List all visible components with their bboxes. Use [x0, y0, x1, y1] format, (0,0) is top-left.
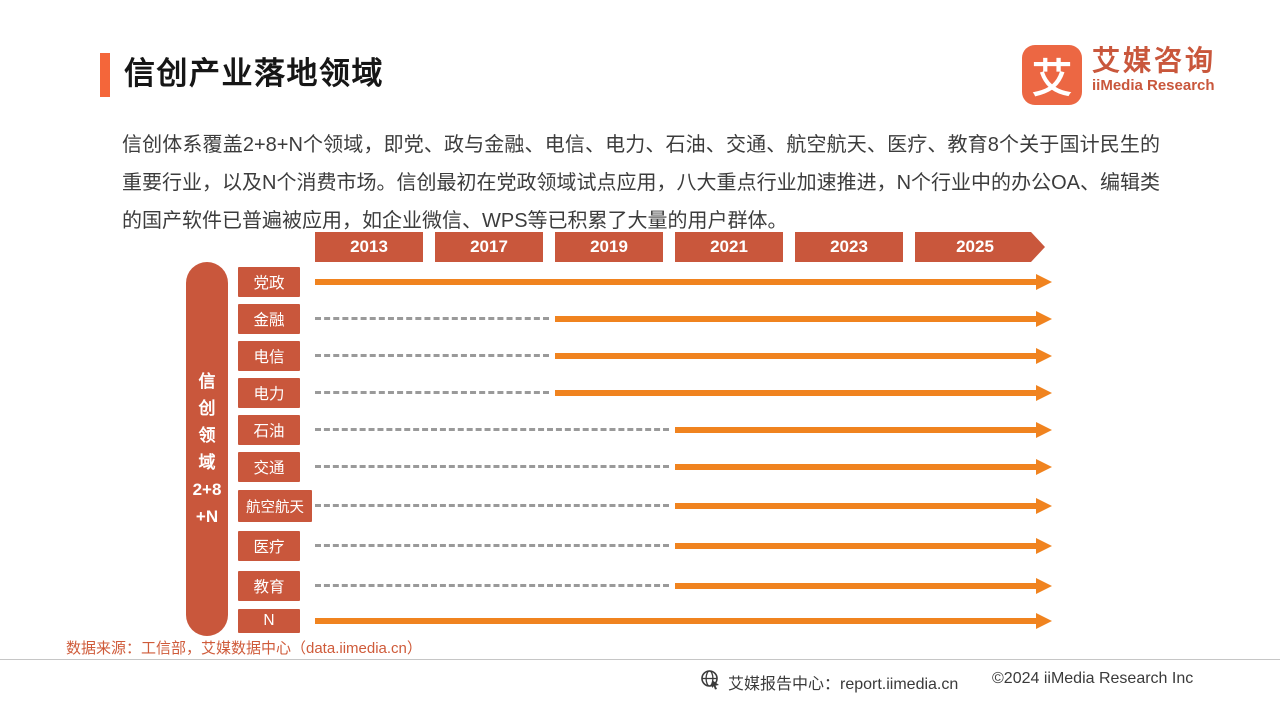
footer-divider [0, 659, 1280, 660]
adoption-arrow-bar [675, 583, 1036, 589]
pre-adoption-dashed-line [315, 584, 669, 587]
data-source-note: 数据来源：工信部，艾媒数据中心（data.iimedia.cn） [66, 640, 422, 657]
sector-label-8: 医疗 [238, 531, 300, 561]
timeline-year-2013: 2013 [315, 232, 423, 262]
sector-label-6: 交通 [238, 452, 300, 482]
arrow-head-icon [1036, 274, 1052, 290]
adoption-arrow-bar [675, 503, 1036, 509]
copyright-text: ©2024 iiMedia Research Inc [992, 670, 1194, 687]
pre-adoption-dashed-line [315, 428, 669, 431]
timeline-year-2017: 2017 [435, 232, 543, 262]
axis-pill: 信创领域 2+8 +N [186, 262, 228, 636]
arrow-head-icon [1036, 348, 1052, 364]
timeline-year-2019: 2019 [555, 232, 663, 262]
pre-adoption-dashed-line [315, 317, 549, 320]
adoption-arrow-bar [675, 464, 1036, 470]
page-title: 信创产业落地领域 [124, 56, 384, 91]
adoption-arrow-bar [675, 427, 1036, 433]
timeline-year-2021: 2021 [675, 232, 783, 262]
sector-label-9: 教育 [238, 571, 300, 601]
logo-name-cn: 艾媒咨询 [1092, 45, 1217, 76]
pre-adoption-dashed-line [315, 391, 549, 394]
sector-label-2: 金融 [238, 304, 300, 334]
adoption-arrow-bar [555, 353, 1036, 359]
axis-pill-line: 创 [198, 398, 216, 418]
axis-pill-line: 信 [198, 371, 216, 391]
logo-name-en: iiMedia Research [1092, 77, 1215, 94]
arrow-head-icon [1036, 385, 1052, 401]
sector-label-1: 党政 [238, 267, 300, 297]
pre-adoption-dashed-line [315, 354, 549, 357]
footer-bar: 艾媒报告中心：report.iimedia.cn ©2024 iiMedia R… [0, 666, 1280, 696]
sector-label-4: 电力 [238, 378, 300, 408]
report-center-link: 艾媒报告中心：report.iimedia.cn [728, 676, 959, 693]
arrow-head-icon [1036, 422, 1052, 438]
pre-adoption-dashed-line [315, 465, 669, 468]
iimedia-logo-icon: 艾 [1022, 45, 1082, 105]
arrow-head-icon [1036, 538, 1052, 554]
arrow-head-icon [1036, 613, 1052, 629]
sector-label-5: 石油 [238, 415, 300, 445]
arrow-head-icon [1036, 459, 1052, 475]
globe-cursor-icon [700, 669, 721, 695]
adoption-arrow-bar [675, 543, 1036, 549]
axis-pill-line: 领 [198, 425, 216, 445]
sector-label-10: N [238, 609, 300, 633]
title-accent-bar [100, 53, 110, 97]
timeline-year-2025: 2025 [915, 232, 1045, 262]
timeline-year-2023: 2023 [795, 232, 903, 262]
pre-adoption-dashed-line [315, 504, 669, 507]
pre-adoption-dashed-line [315, 544, 669, 547]
adoption-arrow-bar [555, 390, 1036, 396]
intro-paragraph: 信创体系覆盖2+8+N个领域，即党、政与金融、电信、电力、石油、交通、航空航天、… [122, 134, 1160, 232]
logo-text: 艾媒咨询 iiMedia Research [1092, 45, 1216, 95]
adoption-arrow-bar [555, 316, 1036, 322]
arrow-head-icon [1036, 311, 1052, 327]
adoption-arrow-bar [315, 279, 1036, 285]
adoption-arrow-bar [315, 618, 1036, 624]
sector-label-7: 航空航天 [238, 490, 312, 522]
axis-pill-line: 域 [198, 452, 216, 472]
arrow-head-icon [1036, 498, 1052, 514]
sector-label-3: 电信 [238, 341, 300, 371]
axis-pill-line: 2+8 [192, 479, 222, 499]
axis-pill-line: +N [195, 506, 219, 526]
arrow-head-icon [1036, 578, 1052, 594]
brand-logo: 艾 艾媒咨询 iiMedia Research [1022, 45, 1216, 105]
